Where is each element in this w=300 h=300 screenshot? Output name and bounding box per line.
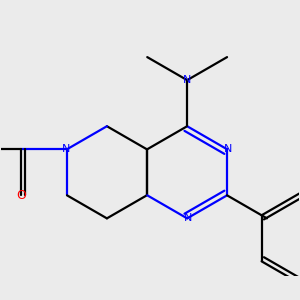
- Text: N: N: [183, 75, 191, 85]
- Text: O: O: [16, 189, 26, 202]
- Text: N: N: [184, 213, 193, 224]
- Text: N: N: [61, 144, 70, 154]
- Text: N: N: [224, 144, 232, 154]
